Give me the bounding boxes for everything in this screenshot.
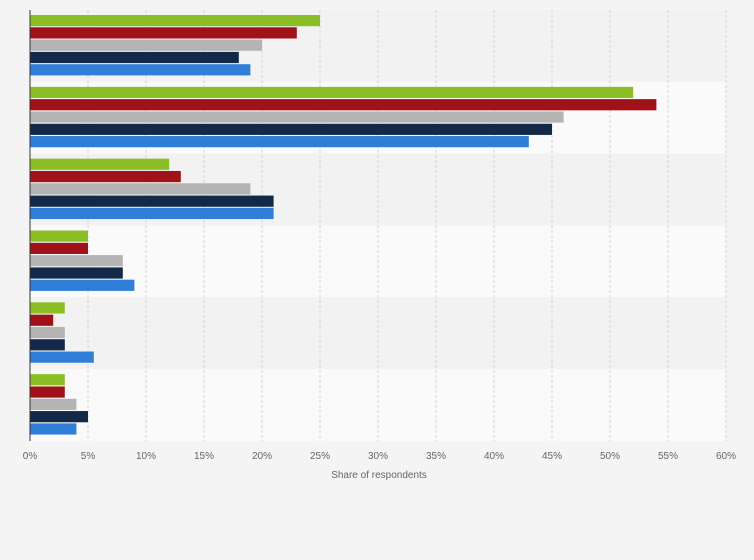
bar xyxy=(30,411,88,423)
bar xyxy=(30,255,123,267)
bar xyxy=(30,242,88,254)
x-tick-label: 20% xyxy=(252,451,272,462)
bar xyxy=(30,386,65,398)
bar xyxy=(30,136,529,148)
bar xyxy=(30,326,65,339)
bar xyxy=(30,398,77,410)
bar xyxy=(30,158,170,170)
x-tick-label: 15% xyxy=(194,451,214,462)
bar xyxy=(30,339,65,351)
bar xyxy=(30,314,54,326)
bar xyxy=(30,195,274,207)
bar xyxy=(30,267,123,279)
bar xyxy=(30,302,65,314)
bar xyxy=(30,15,320,27)
x-axis-title: Share of respondents xyxy=(331,470,427,481)
bar xyxy=(30,207,274,220)
bar xyxy=(30,351,94,363)
bar xyxy=(30,27,297,39)
bars xyxy=(30,15,657,435)
bar xyxy=(30,279,135,291)
bar xyxy=(30,123,552,135)
x-tick-label: 50% xyxy=(600,451,620,462)
bar xyxy=(30,374,65,386)
bar xyxy=(30,64,251,76)
bar xyxy=(30,170,181,183)
x-tick-label: 45% xyxy=(542,451,562,462)
x-tick-label: 25% xyxy=(310,451,330,462)
x-tick-label: 30% xyxy=(368,451,388,462)
category-band xyxy=(30,297,726,370)
bar xyxy=(30,423,77,435)
x-tick-label: 35% xyxy=(426,451,446,462)
x-tick-label: 40% xyxy=(484,451,504,462)
x-tick-label: 5% xyxy=(81,451,96,462)
bar xyxy=(30,230,88,242)
bar xyxy=(30,39,262,51)
x-tick-label: 10% xyxy=(136,451,156,462)
x-tick-label: 55% xyxy=(658,451,678,462)
bar xyxy=(30,86,634,99)
bar xyxy=(30,99,657,111)
x-tick-label: 60% xyxy=(716,451,736,462)
x-tick-labels: 0% 5% 10% 15% 20% 25% 30% 35% 40% 45% 50% 55% 60% xyxy=(23,451,736,462)
gridlines xyxy=(87,10,727,441)
bar xyxy=(30,51,239,64)
bar xyxy=(30,183,251,195)
x-tick-label: 0% xyxy=(23,451,38,462)
bar xyxy=(30,111,564,123)
